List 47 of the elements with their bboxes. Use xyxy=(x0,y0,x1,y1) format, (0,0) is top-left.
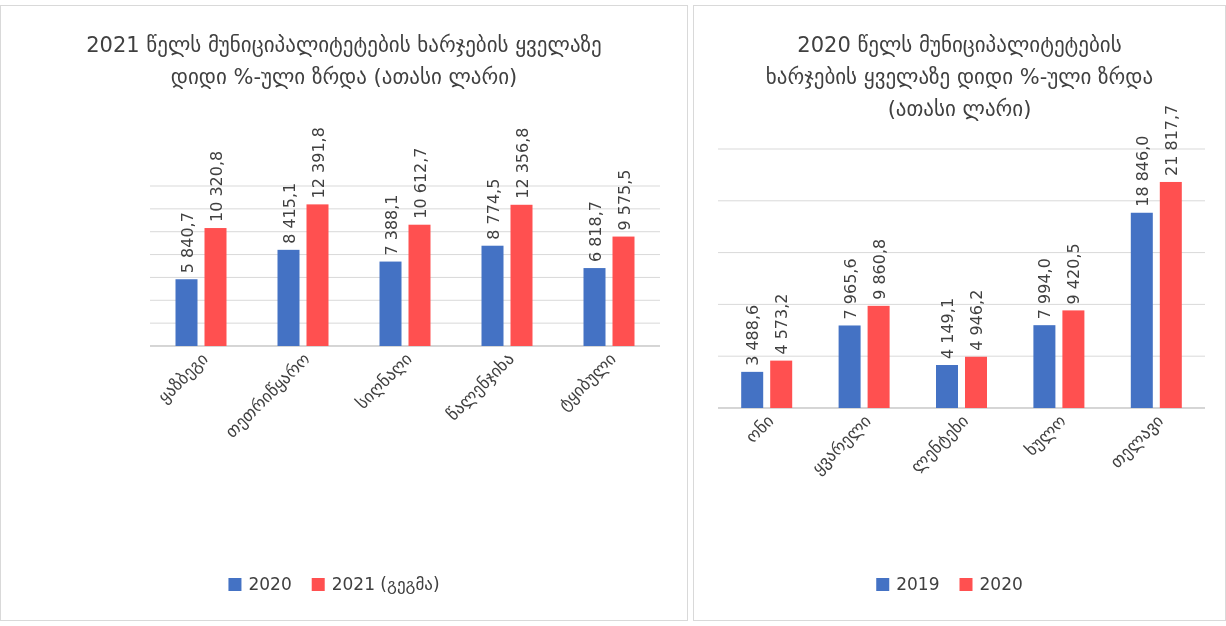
bar xyxy=(838,325,861,408)
data-label: 18 846,0 xyxy=(1132,135,1152,207)
x-tick-label: ონი xyxy=(741,410,778,447)
data-label: 12 391,8 xyxy=(308,127,328,199)
data-label: 9 860,8 xyxy=(869,238,889,300)
data-label: 6 818,7 xyxy=(585,200,605,263)
data-label: 7 388,1 xyxy=(381,194,401,256)
legend-label: 2019 xyxy=(896,574,940,594)
data-label: 4 573,2 xyxy=(772,293,792,355)
bar xyxy=(379,261,402,346)
chart-title: 2020 წელს მუნიციპალიტეტების ხარჯების ყველაზე დიდი %-ული ზრდა (ათასი ლარი) xyxy=(765,33,1154,121)
bar xyxy=(867,305,890,408)
bar xyxy=(277,249,300,346)
bar xyxy=(1130,212,1153,408)
data-label: 10 320,8 xyxy=(206,150,226,223)
bar xyxy=(583,268,606,346)
bar xyxy=(612,236,635,346)
bar xyxy=(741,371,764,408)
bar xyxy=(770,360,793,408)
bar xyxy=(1062,310,1085,408)
legend-label: 2020 xyxy=(248,574,292,594)
data-label: 3 488,6 xyxy=(743,304,763,366)
data-label: 5 840,7 xyxy=(177,212,197,274)
bar xyxy=(1159,181,1182,408)
legend-label: 2020 xyxy=(979,574,1023,594)
data-label: 10 612,7 xyxy=(410,147,430,219)
bar xyxy=(481,245,504,346)
bar xyxy=(1033,325,1056,408)
data-label: 12 356,8 xyxy=(512,127,532,199)
bar xyxy=(965,356,987,408)
bar xyxy=(510,204,533,346)
data-label: 8 415,1 xyxy=(279,182,299,244)
data-label: 9 420,5 xyxy=(1064,243,1084,305)
bar xyxy=(408,224,431,346)
data-label: 8 774,5 xyxy=(483,178,503,240)
bar xyxy=(936,365,958,408)
bar xyxy=(175,279,198,346)
data-label: 9 575,5 xyxy=(614,169,634,231)
chart-title: 2021 წელს მუნიციპალიტეტების ხარჯების ყველაზე დიდი %-ული ზრდა (ათასი ლარი) xyxy=(86,33,602,89)
data-label: 21 817,7 xyxy=(1161,104,1181,176)
legend-label: 2021 (გეგმა) xyxy=(331,574,440,594)
data-label: 4 946,2 xyxy=(967,289,986,351)
data-label: 7 965,6 xyxy=(840,258,860,320)
bar xyxy=(204,228,227,346)
data-label: 4 149,1 xyxy=(938,297,957,360)
data-label: 7 994,0 xyxy=(1035,258,1055,320)
bar xyxy=(306,204,329,346)
